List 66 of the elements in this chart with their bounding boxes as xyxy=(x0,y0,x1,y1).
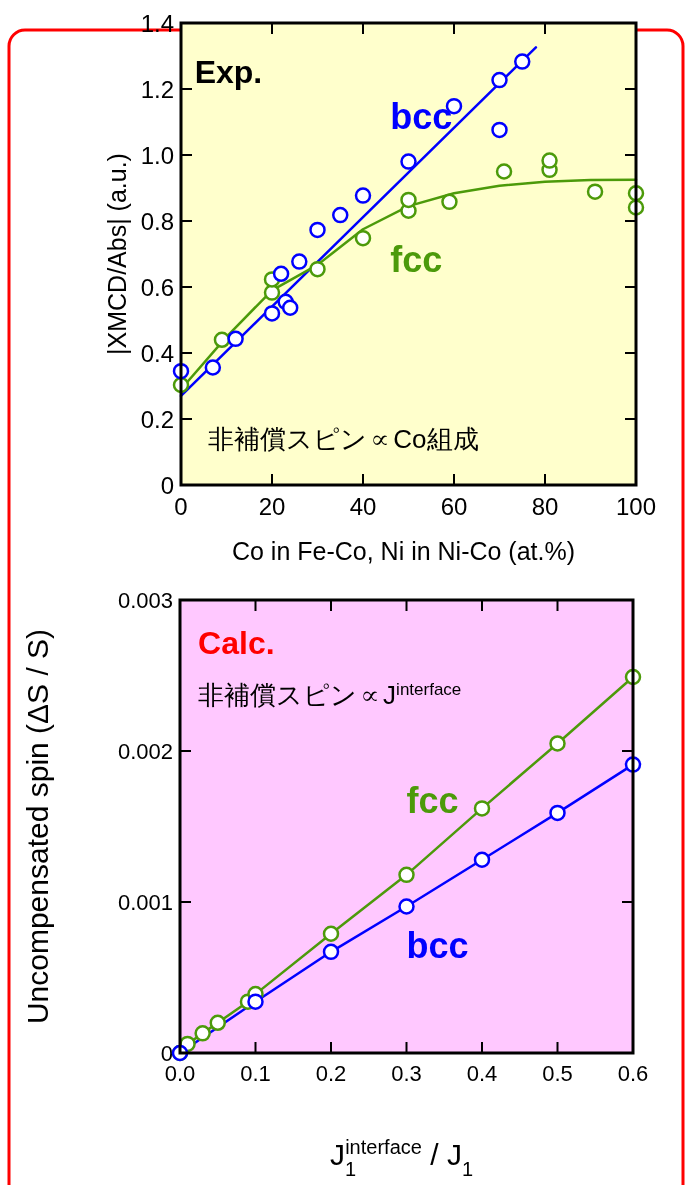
point xyxy=(204,359,222,376)
point xyxy=(495,163,513,180)
y-tick-label: 0.002 xyxy=(117,738,173,764)
point xyxy=(491,71,508,89)
annotation: Calc. xyxy=(198,625,275,662)
x-tick-label: 0.4 xyxy=(466,1061,498,1086)
point xyxy=(263,305,281,322)
point xyxy=(272,265,290,283)
point xyxy=(227,330,244,348)
point xyxy=(398,866,415,884)
y-tick-label: 0.6 xyxy=(140,273,174,301)
point xyxy=(332,206,349,224)
x-tick-label: 60 xyxy=(440,493,468,520)
x-tick-label: 100 xyxy=(615,493,657,520)
series-label: bcc xyxy=(390,96,453,138)
point xyxy=(281,299,299,317)
x-tick-label: 0.6 xyxy=(617,1061,649,1086)
series-label: bcc xyxy=(406,924,469,966)
point xyxy=(309,221,326,239)
point xyxy=(322,925,340,942)
x-axis-title: Co in Fe-Co, Ni in Ni-Co (at.%) xyxy=(231,537,576,565)
y-tick-label: 0.4 xyxy=(140,339,174,367)
point xyxy=(291,253,308,270)
point xyxy=(491,121,508,139)
x-tick-label: 80 xyxy=(531,493,559,520)
point xyxy=(322,943,340,961)
point xyxy=(247,993,264,1010)
series-label: fcc xyxy=(406,779,459,821)
point xyxy=(398,898,415,915)
point xyxy=(514,53,531,70)
point xyxy=(541,152,558,169)
point xyxy=(441,193,458,211)
x-tick-label: 40 xyxy=(349,493,377,520)
point xyxy=(473,800,491,817)
y-tick-label: 1.0 xyxy=(140,141,174,169)
point xyxy=(400,153,417,170)
series-label: fcc xyxy=(390,239,443,281)
y-tick-label: 1.2 xyxy=(140,75,174,103)
x-tick-label: 0.1 xyxy=(240,1061,271,1086)
y-axis-title: Uncompensated spin (ΔS / S) xyxy=(21,628,54,1025)
annotation: 非補償スピン∝Co組成 xyxy=(208,424,479,455)
point xyxy=(400,191,417,209)
y-tick-label: 0.8 xyxy=(140,207,174,235)
point xyxy=(213,331,231,349)
x-tick-label: 0.5 xyxy=(542,1061,573,1086)
point xyxy=(354,187,372,204)
y-tick-label: 0 xyxy=(160,471,174,499)
x-axis-title: J$_{1}$$^{interface}$ / J$_{1}$ xyxy=(329,1136,474,1180)
x-tick-label: 0.2 xyxy=(315,1061,347,1086)
point xyxy=(263,284,281,301)
annotation: 非補償スピン∝J$^{interface}$ xyxy=(198,679,462,711)
point xyxy=(549,735,566,752)
annotation: Exp. xyxy=(194,54,263,91)
point xyxy=(549,804,566,822)
point xyxy=(586,183,604,200)
y-tick-label: 0.001 xyxy=(117,889,173,915)
x-tick-label: 20 xyxy=(258,493,286,520)
y-tick-label: 0.003 xyxy=(117,587,173,613)
y-axis-title: |XMCD/Abs| (a.u.) xyxy=(103,153,131,355)
point xyxy=(354,229,372,247)
point xyxy=(309,260,326,278)
point xyxy=(209,1014,226,1032)
point xyxy=(194,1025,211,1042)
point xyxy=(473,851,491,868)
y-tick-label: 0.2 xyxy=(140,405,174,433)
x-tick-label: 0.3 xyxy=(391,1061,422,1086)
